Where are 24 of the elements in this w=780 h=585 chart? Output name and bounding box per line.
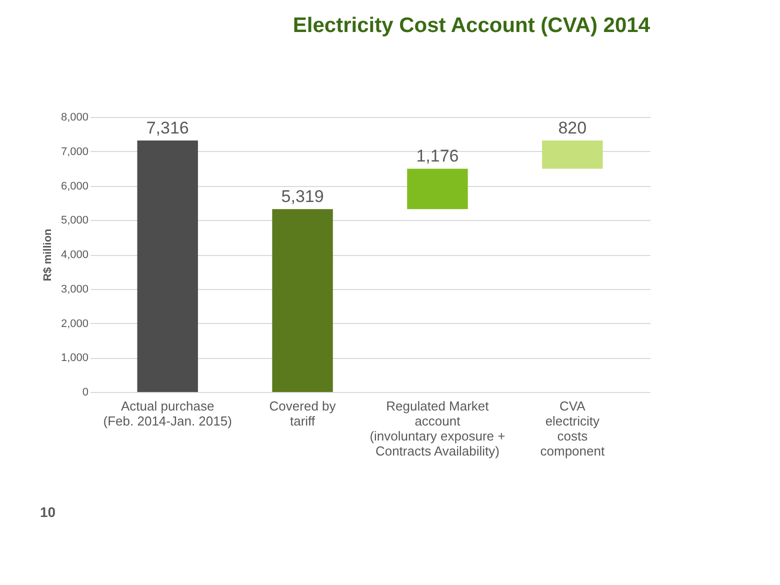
x-tick-label: Regulated Market account (involuntary exposure + Contracts Availability) (370, 398, 506, 458)
y-tick-label: 2,000 (60, 318, 88, 330)
y-axis-title: R$ million (42, 228, 54, 282)
y-tick-label: 8,000 (60, 112, 88, 124)
y-tick-label: 6,000 (60, 180, 88, 192)
x-tick-label: Covered by tariff (269, 398, 336, 428)
bar (407, 168, 468, 210)
text: 10 (40, 504, 56, 520)
data-label: 7,316 (146, 118, 189, 138)
y-tick-label: 3,000 (60, 283, 88, 296)
chart-title: Electricity Cost Account (CVA) 2014 (292, 14, 650, 37)
bar (137, 140, 198, 392)
y-tick-label: 1,000 (60, 352, 88, 364)
data-label: 820 (558, 118, 587, 138)
y-tick-label: 4,000 (60, 249, 88, 261)
y-tick-label: 0 (82, 386, 88, 398)
bar (272, 209, 333, 392)
data-label: 5,319 (281, 187, 324, 206)
x-tick-label: CVA electricity costs component (540, 398, 605, 458)
bar (542, 140, 603, 169)
x-tick-label: Actual purchase (Feb. 2014-Jan. 2015) (103, 398, 232, 428)
y-tick-label: 5,000 (60, 214, 88, 227)
y-tick-label: 7,000 (60, 146, 88, 158)
data-label: 1,176 (416, 146, 459, 166)
